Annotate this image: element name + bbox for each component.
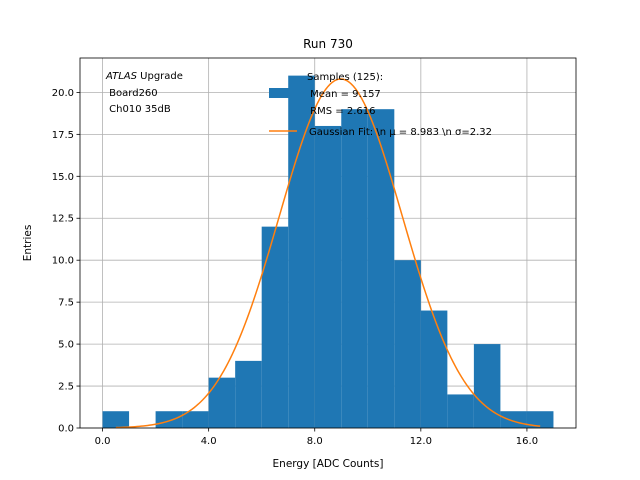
- histogram-bar: [341, 109, 368, 428]
- y-tick-label: 15.0: [52, 172, 74, 183]
- histogram-bar: [367, 109, 395, 428]
- x-tick-label: 16.0: [516, 436, 538, 447]
- annotation-upgrade: Upgrade: [137, 71, 183, 82]
- y-axis-label: Entries: [22, 225, 34, 262]
- legend: Samples (125): Mean = 9.157 RMS = 2.616 …: [269, 72, 492, 138]
- annotation-atlas: ATLAS: [105, 71, 138, 82]
- histogram-bar: [182, 411, 209, 428]
- chart-title: Run 730: [303, 37, 353, 51]
- y-tick-label: 20.0: [52, 88, 74, 99]
- histogram-bar: [420, 310, 448, 428]
- x-tick-label: 8.0: [307, 436, 323, 447]
- legend-fit-label: Gaussian Fit: \n μ = 8.983 \n σ=2.32: [309, 127, 492, 138]
- histogram-bar: [447, 394, 474, 428]
- histogram-bar: [473, 344, 501, 428]
- x-tick-label: 12.0: [410, 436, 432, 447]
- y-tick-label: 0.0: [58, 424, 74, 435]
- gaussian-fit: [115, 78, 541, 429]
- histogram-bar: [500, 411, 527, 428]
- histogram-bar: [526, 411, 554, 428]
- y-tick-label: 5.0: [58, 340, 74, 351]
- histogram-bar: [314, 125, 342, 429]
- histogram-bar: [394, 260, 421, 428]
- annotation-line-3: Ch010 35dB: [106, 104, 171, 115]
- x-axis-label: Energy [ADC Counts]: [273, 458, 384, 470]
- gaussian-fit-line: [115, 78, 541, 429]
- axis-ticks: 0.0 4.0 8.0 12.0 16.0 0.0 2.5 5.0 7.5 10.0 12.5 15.…: [52, 88, 538, 447]
- histogram-bar: [235, 360, 262, 428]
- y-tick-label: 12.5: [52, 214, 74, 225]
- y-tick-label: 17.5: [52, 130, 74, 141]
- histogram-bar: [261, 226, 289, 428]
- x-tick-label: 4.0: [201, 436, 217, 447]
- legend-samples-line-1: Samples (125):: [307, 72, 383, 83]
- y-tick-label: 2.5: [58, 382, 74, 393]
- legend-samples-line-3: RMS = 2.616: [307, 106, 375, 117]
- legend-samples-line-2: Mean = 9.157: [307, 89, 381, 100]
- annotation-line-1: ATLAS Upgrade: [105, 71, 183, 82]
- histogram-bar: [155, 411, 183, 428]
- plot-frame: [79, 57, 577, 429]
- histogram-bars: [102, 75, 554, 429]
- histogram-bar: [208, 377, 236, 428]
- annotation-line-2: Board260: [106, 88, 158, 99]
- histogram-bar: [102, 411, 130, 428]
- annotation-box: ATLAS Upgrade Board260 Ch010 35dB: [105, 71, 183, 115]
- legend-swatch-samples: [269, 88, 297, 98]
- histogram-bar: [288, 75, 315, 428]
- y-tick-label: 7.5: [58, 298, 74, 309]
- y-tick-label: 10.0: [52, 256, 74, 267]
- x-tick-label: 0.0: [95, 436, 111, 447]
